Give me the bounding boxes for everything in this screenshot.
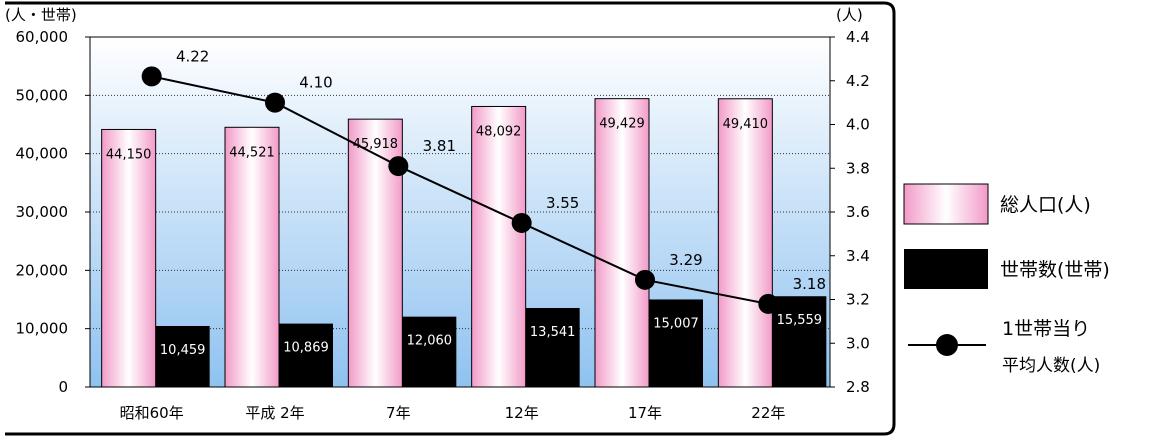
left-axis-tick-label: 10,000 bbox=[16, 320, 69, 338]
bar-households bbox=[772, 296, 827, 387]
bars: 44,150 10,459 44,521 10,869 45,918 12,060 48,0… bbox=[101, 98, 827, 388]
right-axis-tick-label: 4.4 bbox=[846, 28, 870, 46]
left-axis-tick-label: 50,000 bbox=[16, 86, 69, 104]
legend-label-average-2: 平均人数(人) bbox=[1002, 356, 1100, 376]
average-point-label: 4.10 bbox=[299, 74, 332, 92]
average-point-label: 3.29 bbox=[669, 251, 702, 269]
right-axis-tick-label: 3.2 bbox=[846, 291, 870, 309]
bar-population bbox=[471, 105, 527, 388]
legend-swatch-households bbox=[904, 249, 988, 289]
left-axis-tick-label: 30,000 bbox=[16, 203, 69, 221]
category-label: 17年 bbox=[628, 404, 662, 422]
average-point-label: 3.81 bbox=[423, 137, 456, 155]
axes: 0 10,000 20,000 30,000 40,000 50,000 60,000 2.8… bbox=[16, 28, 870, 422]
bar-label-households: 10,869 bbox=[283, 341, 329, 356]
category-label: 12年 bbox=[505, 404, 539, 422]
category-label: 7年 bbox=[386, 404, 411, 422]
average-line-path bbox=[151, 75, 769, 305]
bar-label-population: 44,521 bbox=[229, 145, 275, 160]
bar-population bbox=[594, 98, 650, 388]
average-point bbox=[388, 156, 409, 177]
average-point bbox=[265, 92, 285, 113]
left-axis-unit: (人・世帯) bbox=[5, 6, 77, 24]
legend-label-average-1: 1世帯当り bbox=[1002, 318, 1090, 340]
grid-lines bbox=[90, 94, 830, 330]
category-label: 昭和60年 bbox=[120, 404, 184, 422]
right-axis-tick-label: 3.8 bbox=[846, 159, 870, 177]
right-axis-tick-label: 4.0 bbox=[846, 116, 870, 134]
legend-label-households: 世帯数(世帯) bbox=[1000, 259, 1110, 281]
bar-label-population: 49,429 bbox=[599, 117, 645, 132]
chart-frame bbox=[5, 1, 896, 436]
right-axis-unit: (人) bbox=[836, 6, 863, 24]
average-point bbox=[635, 269, 655, 290]
average-point bbox=[511, 212, 532, 233]
legend-marker-average bbox=[936, 334, 958, 356]
bar-households bbox=[155, 325, 210, 387]
bar-population bbox=[717, 98, 773, 388]
left-axis-tick-label: 60,000 bbox=[16, 28, 69, 46]
bar-population bbox=[224, 126, 280, 388]
average-point bbox=[141, 66, 162, 87]
bar-label-households: 15,559 bbox=[777, 313, 823, 328]
category-label: 平成 2年 bbox=[245, 404, 304, 422]
bar-label-population: 49,410 bbox=[723, 117, 769, 132]
bar-label-households: 15,007 bbox=[653, 316, 699, 331]
legend: 総人口(人) 世帯数(世帯) 1世帯当り 平均人数(人) bbox=[903, 183, 1110, 376]
bar-label-population: 48,092 bbox=[476, 124, 522, 139]
right-axis-tick-label: 4.2 bbox=[846, 72, 870, 90]
right-axis-tick-label: 2.8 bbox=[846, 378, 870, 396]
left-axis-tick-label: 20,000 bbox=[16, 261, 69, 279]
average-line: 4.22 4.10 3.81 3.55 3.29 3.18 bbox=[141, 47, 826, 314]
bar-label-households: 10,459 bbox=[160, 343, 206, 358]
left-axis-tick-label: 40,000 bbox=[16, 145, 69, 163]
bar-households bbox=[525, 308, 580, 387]
bar-households bbox=[402, 316, 457, 387]
left-axis-tick-label: 0 bbox=[58, 378, 68, 396]
legend-label-population: 総人口(人) bbox=[1000, 194, 1091, 216]
bar-label-population: 45,918 bbox=[353, 137, 399, 152]
average-point bbox=[758, 293, 779, 314]
bar-label-population: 44,150 bbox=[106, 147, 152, 162]
bar-label-households: 13,541 bbox=[530, 325, 576, 340]
average-point-label: 3.55 bbox=[546, 194, 579, 212]
category-label: 22年 bbox=[751, 404, 785, 422]
average-point-label: 4.22 bbox=[176, 47, 209, 65]
bar-households bbox=[649, 299, 703, 387]
right-axis-tick-label: 3.4 bbox=[846, 247, 870, 265]
legend-swatch-population bbox=[903, 183, 989, 225]
right-axis-tick-label: 3.0 bbox=[846, 334, 870, 352]
bar-population bbox=[101, 128, 157, 388]
bar-label-households: 12,060 bbox=[407, 334, 453, 349]
average-point-label: 3.18 bbox=[793, 275, 826, 293]
right-axis-tick-label: 3.6 bbox=[846, 203, 870, 221]
bar-households bbox=[279, 323, 333, 387]
